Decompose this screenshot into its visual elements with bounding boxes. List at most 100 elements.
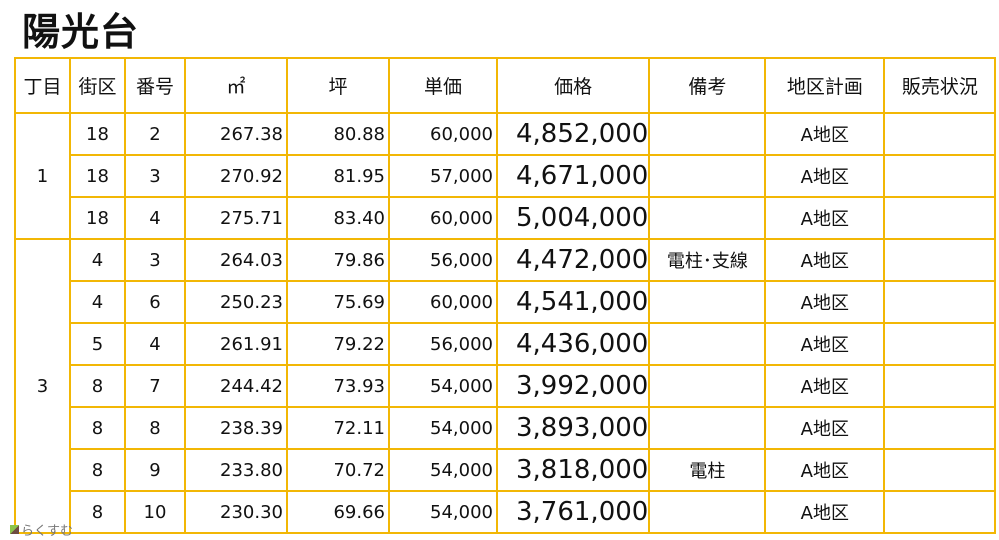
table-row: 4 6 250.23 75.69 60,000 4,541,000 A地区 xyxy=(15,280,997,324)
cell-chome: 3 xyxy=(14,238,71,534)
cell-no: 4 xyxy=(124,322,186,366)
table-row: 18 3 270.92 81.95 57,000 4,671,000 A地区 xyxy=(15,154,997,198)
cell-unit: 60,000 xyxy=(388,280,498,324)
cell-tsubo: 69.66 xyxy=(286,490,390,534)
cell-no: 6 xyxy=(124,280,186,324)
cell-note xyxy=(648,490,767,534)
cell-no: 10 xyxy=(124,490,186,534)
cell-status xyxy=(883,196,997,240)
cell-price: 3,893,000 xyxy=(495,406,651,450)
cell-block: 4 xyxy=(69,238,126,282)
table-row: 8 7 244.42 73.93 54,000 3,992,000 A地区 xyxy=(15,364,997,408)
cell-block: 18 xyxy=(69,196,126,240)
cell-plan: A地区 xyxy=(764,322,886,366)
cell-note xyxy=(648,364,767,408)
watermark-logo: らくすむ xyxy=(10,520,73,539)
page-title: 陽光台 xyxy=(22,10,140,54)
cell-plan: A地区 xyxy=(764,154,886,198)
cell-tsubo: 79.22 xyxy=(286,322,390,366)
cell-block: 4 xyxy=(69,280,126,324)
cell-note xyxy=(648,280,767,324)
cell-no: 3 xyxy=(124,238,186,282)
cell-m2: 230.30 xyxy=(184,490,288,534)
cell-m2: 244.42 xyxy=(184,364,288,408)
cell-no: 8 xyxy=(124,406,186,450)
cell-no: 7 xyxy=(124,364,186,408)
column-header: 地区計画 xyxy=(764,57,886,114)
cell-price: 4,852,000 xyxy=(495,112,651,156)
cell-plan: A地区 xyxy=(764,196,886,240)
cell-block: 8 xyxy=(69,448,126,492)
cell-chome: 1 xyxy=(14,112,71,240)
cell-price: 4,671,000 xyxy=(495,154,651,198)
cell-note xyxy=(648,196,767,240)
cell-m2: 233.80 xyxy=(184,448,288,492)
cell-tsubo: 83.40 xyxy=(286,196,390,240)
cell-block: 8 xyxy=(69,364,126,408)
cell-block: 18 xyxy=(69,154,126,198)
cell-unit: 54,000 xyxy=(388,364,498,408)
cell-price: 3,761,000 xyxy=(495,490,651,534)
cell-unit: 54,000 xyxy=(388,448,498,492)
cell-unit: 57,000 xyxy=(388,154,498,198)
column-header: 販売状況 xyxy=(883,57,997,114)
cell-tsubo: 75.69 xyxy=(286,280,390,324)
column-header: 丁目 xyxy=(14,57,71,114)
cell-tsubo: 72.11 xyxy=(286,406,390,450)
cell-plan: A地区 xyxy=(764,490,886,534)
cell-block: 8 xyxy=(69,490,126,534)
cell-status xyxy=(883,112,997,156)
cell-price: 4,472,000 xyxy=(495,238,651,282)
cell-no: 3 xyxy=(124,154,186,198)
cell-unit: 56,000 xyxy=(388,322,498,366)
cell-price: 5,004,000 xyxy=(495,196,651,240)
cell-plan: A地区 xyxy=(764,238,886,282)
cell-status xyxy=(883,364,997,408)
cell-no: 4 xyxy=(124,196,186,240)
table-row: 18 4 275.71 83.40 60,000 5,004,000 A地区 xyxy=(15,196,997,240)
cell-price: 3,818,000 xyxy=(495,448,651,492)
cell-m2: 250.23 xyxy=(184,280,288,324)
cell-status xyxy=(883,406,997,450)
cell-m2: 261.91 xyxy=(184,322,288,366)
cell-note xyxy=(648,322,767,366)
column-header: 価格 xyxy=(495,57,651,114)
cell-status xyxy=(883,322,997,366)
cell-block: 8 xyxy=(69,406,126,450)
table-row: 5 4 261.91 79.22 56,000 4,436,000 A地区 xyxy=(15,322,997,366)
cell-status xyxy=(883,448,997,492)
cell-m2: 238.39 xyxy=(184,406,288,450)
cell-plan: A地区 xyxy=(764,280,886,324)
cell-note xyxy=(648,406,767,450)
table-row: 1 18 2 267.38 80.88 60,000 4,852,000 A地区 xyxy=(14,112,997,240)
cell-tsubo: 80.88 xyxy=(286,112,390,156)
cell-tsubo: 79.86 xyxy=(286,238,390,282)
cell-no: 9 xyxy=(124,448,186,492)
cell-m2: 270.92 xyxy=(184,154,288,198)
column-header: 街区 xyxy=(69,57,126,114)
cell-unit: 60,000 xyxy=(388,112,498,156)
cell-note: 電柱･支線 xyxy=(648,238,767,282)
cell-price: 4,436,000 xyxy=(495,322,651,366)
column-header: 備考 xyxy=(648,57,767,114)
cell-price: 3,992,000 xyxy=(495,364,651,408)
table-row: 8 8 238.39 72.11 54,000 3,893,000 A地区 xyxy=(15,406,997,450)
column-header: ㎡ xyxy=(184,57,288,114)
cell-status xyxy=(883,490,997,534)
cell-block: 5 xyxy=(69,322,126,366)
column-header: 単価 xyxy=(388,57,498,114)
cell-status xyxy=(883,154,997,198)
logo-text: らくすむ xyxy=(21,524,74,539)
cell-plan: A地区 xyxy=(764,406,886,450)
cell-m2: 275.71 xyxy=(184,196,288,240)
table-row: 8 9 233.80 70.72 54,000 3,818,000 電柱 A地区 xyxy=(15,448,997,492)
cell-unit: 56,000 xyxy=(388,238,498,282)
cell-price: 4,541,000 xyxy=(495,280,651,324)
cell-unit: 54,000 xyxy=(388,490,498,534)
cell-note xyxy=(648,154,767,198)
table-row: 8 10 230.30 69.66 54,000 3,761,000 A地区 xyxy=(15,490,997,534)
column-header: 番号 xyxy=(124,57,186,114)
cell-m2: 267.38 xyxy=(184,112,288,156)
logo-icon xyxy=(10,525,19,534)
